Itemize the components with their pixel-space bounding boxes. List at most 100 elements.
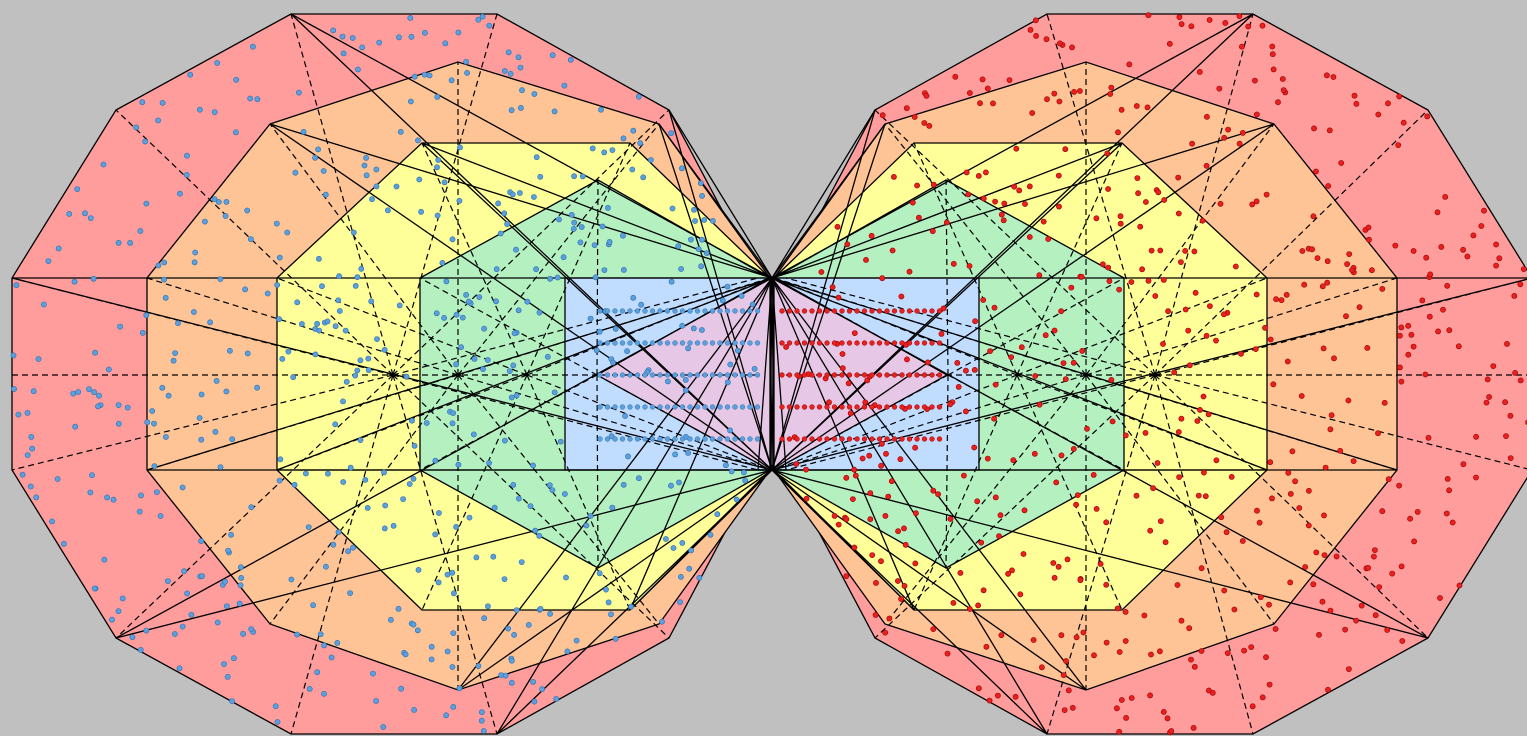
data-dot [642, 372, 648, 378]
data-dot [627, 308, 633, 314]
data-dot [834, 223, 841, 230]
data-dot [984, 455, 991, 462]
spoke [771, 109, 876, 471]
data-dot [435, 579, 442, 586]
data-dot [513, 607, 520, 613]
data-dot [687, 436, 693, 442]
data-dot [288, 576, 295, 583]
data-dot [217, 276, 224, 282]
data-dot [929, 340, 935, 346]
dashed-spoke [1016, 374, 1268, 471]
data-dot [992, 494, 999, 501]
data-dot [564, 648, 571, 655]
data-dot [940, 305, 947, 312]
dashed-spoke [526, 374, 631, 611]
data-dot [578, 224, 585, 230]
data-dot [484, 357, 491, 363]
data-dot [546, 482, 553, 488]
data-dot [921, 404, 928, 410]
data-dot [903, 105, 910, 112]
data-dot [854, 436, 860, 442]
data-dot [1319, 283, 1326, 290]
data-dot [188, 611, 195, 618]
data-dot [1273, 296, 1279, 303]
data-dot [1426, 313, 1433, 320]
data-dot [434, 164, 440, 171]
data-dot [1375, 430, 1381, 437]
data-dot [547, 275, 553, 282]
data-dot [835, 521, 842, 528]
data-dot [1022, 201, 1028, 207]
data-dot [727, 361, 734, 368]
data-dot [1070, 445, 1077, 452]
data-dot [225, 547, 231, 554]
data-dot [115, 239, 122, 246]
data-dot [1333, 553, 1340, 560]
data-dot [321, 690, 327, 697]
data-dot [139, 99, 146, 106]
data-dot [221, 661, 227, 667]
data-dot [1346, 666, 1352, 672]
data-dot [196, 106, 203, 113]
spoke [421, 142, 773, 279]
data-dot [926, 123, 933, 129]
data-dot [196, 415, 203, 421]
data-dot [1055, 172, 1062, 179]
data-dot [609, 504, 616, 511]
data-dot [1152, 293, 1159, 299]
data-dot [649, 308, 656, 314]
data-dot [1263, 654, 1269, 661]
data-dot [139, 329, 146, 336]
data-dot [1077, 88, 1083, 94]
dashed-spoke [146, 374, 459, 471]
spoke [290, 13, 773, 279]
data-dot [601, 149, 608, 156]
data-dot [1444, 475, 1451, 482]
data-dot [998, 211, 1005, 218]
data-dot [87, 489, 94, 496]
data-dot [1122, 432, 1129, 439]
data-dot [49, 518, 55, 525]
data-dot [533, 154, 540, 161]
data-dot [1405, 322, 1412, 329]
data-dot [1272, 626, 1279, 632]
data-dot [506, 368, 513, 374]
data-dot [170, 357, 177, 364]
data-dot [868, 232, 875, 239]
data-dot [119, 595, 126, 602]
dashed-spoke [269, 123, 459, 376]
data-dot [1384, 627, 1391, 633]
dashed-spoke [947, 277, 1125, 376]
data-dot [1223, 529, 1230, 536]
dashed-spoke [1154, 109, 1429, 376]
data-dot [596, 328, 603, 335]
data-dot [1262, 324, 1268, 331]
data-dot [914, 182, 920, 189]
data-dot [426, 72, 433, 79]
data-dot [213, 377, 220, 384]
data-dot [330, 541, 337, 548]
data-dot [621, 266, 627, 273]
data-dot [421, 29, 428, 36]
dashed-spoke [773, 277, 1087, 376]
data-dot [657, 404, 663, 410]
data-dot [1437, 595, 1443, 601]
data-dot [947, 516, 954, 522]
data-dot [1397, 364, 1403, 371]
data-dot [515, 54, 522, 61]
data-dot [1078, 273, 1085, 280]
data-dot [672, 436, 678, 442]
data-dot [902, 541, 909, 548]
data-dot [854, 372, 860, 378]
data-dot [184, 152, 190, 159]
data-dot [963, 408, 969, 415]
data-dot [685, 345, 691, 352]
data-dot [1328, 412, 1335, 419]
data-dot [1496, 255, 1503, 262]
data-dot [1188, 656, 1194, 663]
data-dot [649, 372, 656, 378]
data-dot [1191, 663, 1198, 670]
data-dot [157, 513, 164, 519]
data-dot [596, 570, 603, 577]
dashed-spoke [1046, 13, 1156, 376]
